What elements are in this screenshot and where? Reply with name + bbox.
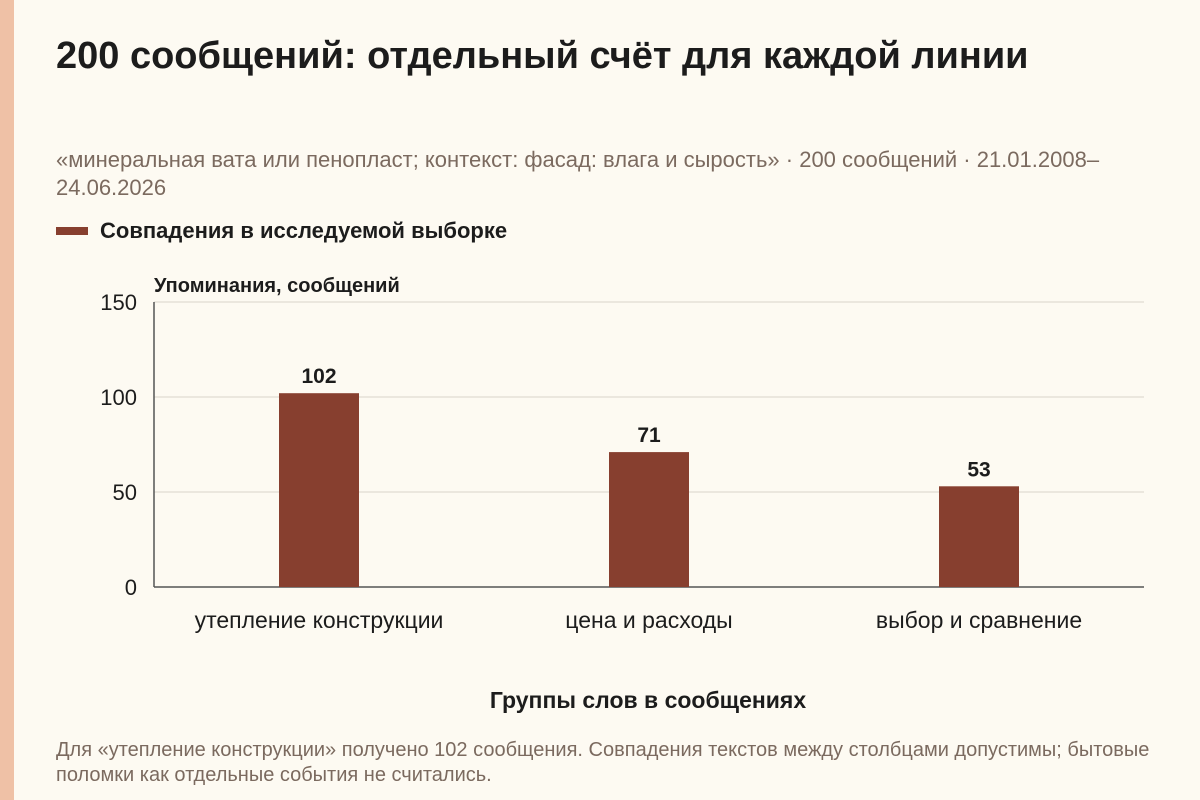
bar-value-label: 71: [637, 424, 661, 447]
bar: [939, 486, 1019, 587]
y-tick-label: 0: [125, 575, 137, 600]
bar: [609, 452, 689, 587]
x-tick-label: цена и расходы: [565, 607, 732, 633]
bars: [279, 393, 1019, 587]
bar-value-label: 53: [967, 458, 990, 481]
bar: [279, 393, 359, 587]
chart-subtitle: «минеральная вата или пенопласт; контекс…: [56, 147, 1100, 200]
y-axis-label: Упоминания, сообщений: [154, 275, 400, 297]
y-tick-label: 50: [113, 480, 137, 505]
accent-strip: [0, 0, 14, 800]
x-tick-label: выбор и сравнение: [876, 607, 1082, 633]
legend: Совпадения в исследуемой выборке: [56, 218, 507, 244]
chart-title: 200 сообщений: отдельный счёт для каждой…: [56, 35, 1029, 77]
y-tick-label: 150: [100, 290, 137, 315]
bar-value-label: 102: [301, 365, 336, 388]
legend-swatch: [56, 227, 88, 235]
x-tick-label: утепление конструкции: [195, 607, 444, 633]
footnote: Для «утепление конструкции» получено 102…: [56, 739, 1150, 786]
x-axis-label: Группы слов в сообщениях: [490, 687, 806, 713]
labels: 0 50 100 150 102 утепление конструкции 71 цена …: [100, 290, 1082, 633]
legend-label: Совпадения в исследуемой выборке: [100, 218, 508, 243]
y-tick-label: 100: [100, 385, 137, 410]
